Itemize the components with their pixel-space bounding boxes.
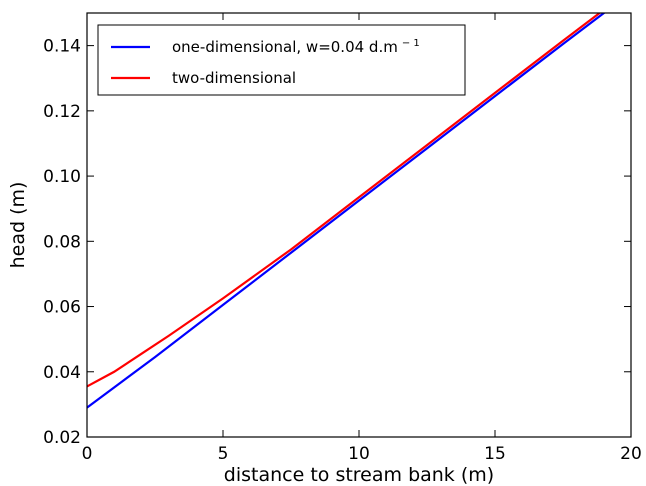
x-tick-label: 20 — [620, 444, 642, 464]
y-tick-label: 0.02 — [43, 428, 81, 448]
y-axis-label: head (m) — [7, 182, 29, 269]
series-layer — [87, 13, 606, 409]
y-tick-label: 0.06 — [43, 298, 81, 318]
x-tick-label: 0 — [82, 444, 93, 464]
legend: one-dimensional, w=0.04 d.m − 1 two-dimen… — [97, 24, 466, 96]
ticks-layer: 0 5 10 15 20 0.02 0.04 0.06 0.08 0.10 0.12 0.14 — [43, 13, 642, 464]
y-tick-label: 0.10 — [43, 167, 81, 187]
y-tick-label: 0.08 — [43, 232, 81, 252]
legend-frame — [97, 24, 466, 96]
plot-frame — [86, 12, 632, 438]
x-tick-label: 10 — [348, 444, 370, 464]
series-line-one-dimensional — [87, 13, 606, 409]
series-line-two-dimensional — [87, 13, 602, 388]
y-tick-label: 0.04 — [43, 363, 81, 383]
x-axis-label: distance to stream bank (m) — [224, 464, 494, 486]
y-tick-label: 0.14 — [43, 37, 81, 57]
x-tick-label: 5 — [218, 444, 229, 464]
y-tick-label: 0.12 — [43, 102, 81, 122]
legend-label-one-dimensional: one-dimensional, w=0.04 d.m − 1 — [172, 38, 420, 56]
x-tick-label: 15 — [484, 444, 506, 464]
legend-label-two-dimensional: two-dimensional — [172, 69, 296, 87]
